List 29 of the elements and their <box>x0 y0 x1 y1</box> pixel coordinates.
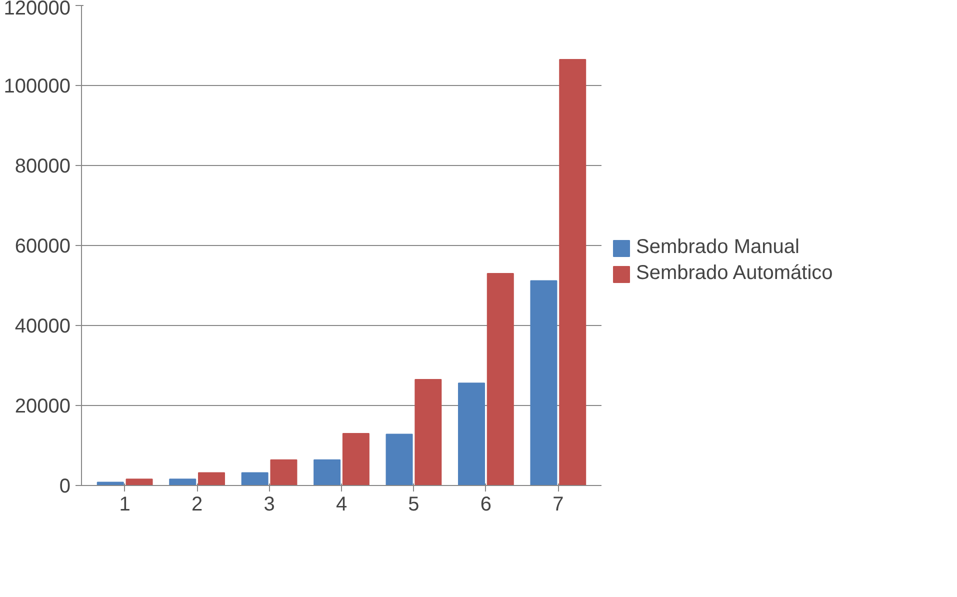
bar <box>414 379 442 486</box>
y-tick-label: 60000 <box>14 236 71 258</box>
y-tick-label: 0 <box>59 476 70 498</box>
x-tick-label: 6 <box>480 494 492 516</box>
bar <box>342 433 370 486</box>
y-tick-label: 40000 <box>14 316 71 338</box>
bar <box>198 472 225 486</box>
y-tick-label: 120000 <box>4 0 71 20</box>
x-tick-label: 5 <box>408 494 420 516</box>
bar <box>314 459 341 486</box>
bar <box>241 472 268 486</box>
x-tick-label: 3 <box>264 494 275 516</box>
x-tick-label: 1 <box>119 494 130 516</box>
bar <box>270 459 298 486</box>
bar <box>386 434 413 486</box>
x-tick-label: 2 <box>191 494 203 516</box>
bar <box>530 280 558 486</box>
x-tick-label: 4 <box>336 494 348 516</box>
legend-label: Sembrado Automático <box>636 262 833 285</box>
x-tick-label: 7 <box>552 494 564 516</box>
y-tick-label: 20000 <box>14 396 71 418</box>
bar <box>559 59 586 486</box>
legend-label: Sembrado Manual <box>636 236 800 259</box>
y-tick-label: 80000 <box>14 156 71 178</box>
bar <box>169 478 196 486</box>
bar <box>486 273 514 486</box>
y-tick-label: 100000 <box>4 76 71 98</box>
bar <box>126 478 153 486</box>
bar <box>458 382 485 486</box>
